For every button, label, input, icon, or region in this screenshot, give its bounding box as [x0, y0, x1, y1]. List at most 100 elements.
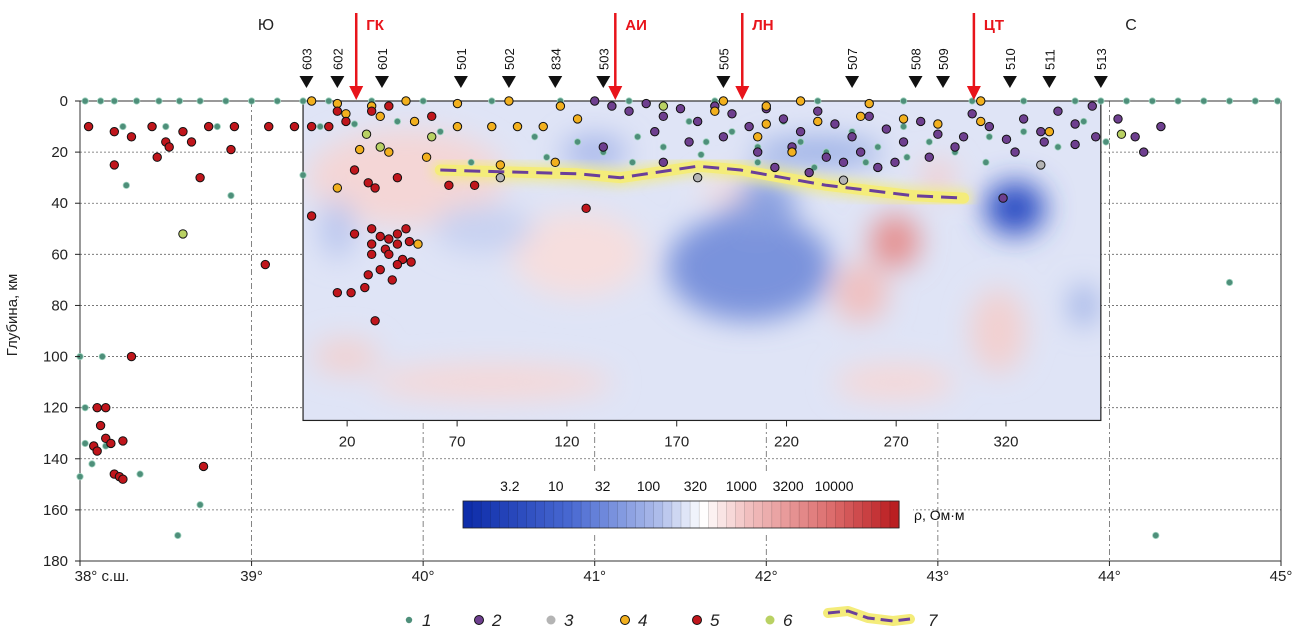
legend-label: 5 [710, 611, 720, 630]
data-point [392, 239, 403, 249]
data-point [1225, 278, 1234, 287]
colorbar-cell [771, 500, 782, 529]
data-point [692, 172, 703, 183]
colorbar-cell [535, 500, 546, 529]
x-tick-label: 41° [583, 568, 606, 585]
profile-tick-label: 220 [774, 433, 799, 450]
data-point [950, 142, 960, 152]
station-511: 511 [1042, 49, 1057, 88]
direction-north-label: С [1125, 17, 1137, 34]
colorbar-cell [789, 500, 800, 529]
colorbar-cell [544, 500, 555, 529]
series-5 [83, 101, 591, 484]
data-point [375, 142, 385, 152]
data-point [512, 121, 523, 132]
series-3 [495, 160, 1046, 185]
fault-label: ЦТ [984, 17, 1004, 34]
data-point [126, 132, 137, 142]
station-triangle-icon [453, 76, 468, 88]
colorbar-tick-label: 10 [548, 478, 564, 494]
station-label: 509 [936, 48, 951, 70]
plot-frame [79, 100, 1282, 562]
data-point [110, 97, 118, 105]
direction-south-label: Ю [258, 17, 274, 34]
data-point [658, 157, 669, 168]
data-point [392, 259, 403, 270]
data-point [316, 122, 324, 131]
colorbar-cell [589, 500, 601, 529]
colorbar-cell [635, 500, 646, 529]
data-point [862, 158, 870, 166]
station-triangle-icon [1002, 76, 1017, 88]
data-point [1148, 97, 1156, 105]
colorbar-tick-labels: 3.2 10 32 100 320 1000 3200 10000 [500, 478, 854, 494]
colorbar-tick-label: 32 [595, 478, 611, 494]
data-point [924, 152, 934, 162]
data-point [550, 157, 560, 168]
colorbar-tick-label: 3.2 [500, 478, 520, 494]
data-point [898, 137, 909, 147]
data-point [658, 111, 669, 122]
colorbar-cell [517, 500, 528, 529]
resistivity-anomaly [870, 214, 920, 269]
legend-marker [546, 615, 556, 625]
data-point [598, 142, 608, 152]
legend-label: 2 [491, 611, 502, 630]
data-point [299, 171, 307, 179]
data-point [855, 111, 866, 122]
data-point [81, 439, 89, 448]
data-point [401, 224, 411, 234]
legend-label: 3 [564, 611, 574, 630]
data-point [727, 109, 737, 119]
data-point [392, 229, 403, 239]
colorbar-cell [753, 500, 764, 529]
colorbar-cell [807, 500, 819, 529]
data-point [122, 181, 130, 189]
colorbar-cell [871, 500, 882, 529]
colorbar-cell [617, 500, 628, 529]
data-point [555, 101, 566, 111]
colorbar-cell [698, 500, 710, 529]
data-point [375, 111, 385, 122]
legend-label: 6 [783, 611, 793, 630]
series-2 [590, 96, 1166, 203]
data-point [1036, 126, 1046, 137]
data-point [899, 97, 908, 105]
data-point [467, 158, 475, 166]
data-point [890, 157, 900, 168]
data-point [196, 501, 204, 509]
fault-label: АИ [625, 17, 647, 34]
data-point [306, 121, 317, 132]
station-502: 502 [501, 48, 517, 88]
data-point [985, 133, 993, 141]
x-tick-label: 42° [755, 568, 778, 585]
colorbar-cell [798, 500, 809, 529]
station-label: 501 [454, 48, 469, 70]
resistivity-anomaly [751, 137, 884, 168]
data-point [289, 121, 300, 132]
series-4 [306, 96, 1055, 249]
data-point [925, 138, 933, 146]
data-point [847, 132, 857, 142]
colorbar-cell [471, 500, 482, 529]
data-point [198, 461, 209, 472]
data-point [83, 121, 94, 132]
data-point [106, 438, 116, 449]
data-point [628, 158, 637, 166]
data-point [155, 97, 163, 105]
data-point [804, 167, 814, 178]
data-point [341, 116, 351, 127]
legend-label: 7 [928, 611, 938, 630]
plot-border [79, 100, 1282, 562]
data-point [1070, 119, 1080, 129]
profile-tick-label: 120 [554, 433, 579, 450]
data-point [361, 129, 372, 139]
data-point [324, 121, 334, 132]
station-834: 834 [548, 48, 563, 88]
data-point [469, 180, 480, 191]
y-axis: 0 20 40 60 80 100 120 140 160 180 [43, 93, 80, 570]
resistivity-colorbar: 3.2 10 32 100 320 1000 3200 10000 ρ, Ом·м [455, 473, 965, 535]
data-point [273, 97, 281, 105]
station-label: 511 [1042, 49, 1057, 70]
profile-tick-label: 70 [449, 433, 466, 450]
